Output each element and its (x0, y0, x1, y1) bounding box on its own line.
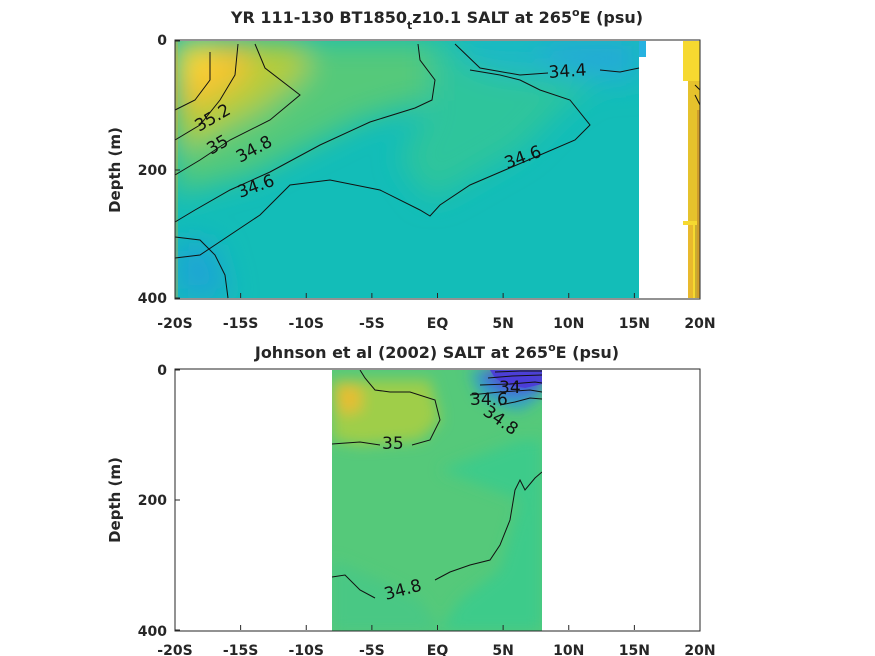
y-tick-label: 200 (138, 163, 167, 179)
top-salinity-field (175, 41, 639, 298)
bottom-x-axis: -20S -15S -10S -5S EQ 5N 10N 15N 20N (157, 625, 716, 656)
x-tick-label: 5N (492, 643, 513, 656)
x-tick-label: 20N (684, 643, 715, 656)
top-y-axis: 0 200 400 Depth (m) (106, 33, 180, 307)
x-tick-label: -5S (359, 316, 385, 332)
x-tick-label: -15S (223, 643, 258, 656)
bottom-salinity-field (332, 370, 542, 631)
bottom-contour-lines (332, 370, 542, 599)
bottom-y-axis: 0 200 400 Depth (m) (106, 363, 180, 640)
contour-label: 34.4 (548, 60, 587, 83)
x-tick-label: 15N (619, 643, 650, 656)
y-tick-label: 400 (138, 291, 167, 307)
x-tick-label: -15S (223, 316, 258, 332)
contour-label: 34 (499, 378, 521, 398)
bottom-panel-title: Johnson et al (2002) SALT at 265oE (psu) (254, 341, 619, 362)
x-tick-label: -10S (289, 643, 324, 656)
x-tick-label: 10N (553, 643, 584, 656)
contour-label: 35 (382, 434, 404, 454)
top-panel: YR 111-130 BT1850tz10.1 SALT at 265oE (p… (106, 6, 716, 332)
x-tick-label: EQ (427, 316, 449, 332)
y-axis-label: Depth (m) (106, 457, 124, 543)
x-tick-label: EQ (427, 643, 449, 656)
bottom-panel: Johnson et al (2002) SALT at 265oE (psu) (106, 341, 716, 656)
x-tick-label: -10S (289, 316, 324, 332)
y-tick-label: 0 (157, 33, 167, 49)
x-tick-label: 15N (619, 316, 650, 332)
y-tick-label: 200 (138, 493, 167, 509)
y-tick-label: 0 (157, 363, 167, 379)
y-tick-label: 400 (138, 624, 167, 640)
x-tick-label: 5N (492, 316, 513, 332)
top-x-axis: -20S -15S -10S -5S EQ 5N 10N 15N 20N (157, 293, 716, 332)
x-tick-label: 10N (553, 316, 584, 332)
top-panel-title: YR 111-130 BT1850tz10.1 SALT at 265oE (p… (230, 6, 643, 32)
y-axis-label: Depth (m) (106, 127, 124, 213)
x-tick-label: -20S (157, 643, 192, 656)
top-contour-lines (174, 43, 701, 299)
x-tick-label: -5S (359, 643, 385, 656)
x-tick-label: -20S (157, 316, 192, 332)
contour-label: 34.6 (470, 390, 508, 410)
x-tick-label: 20N (684, 316, 715, 332)
